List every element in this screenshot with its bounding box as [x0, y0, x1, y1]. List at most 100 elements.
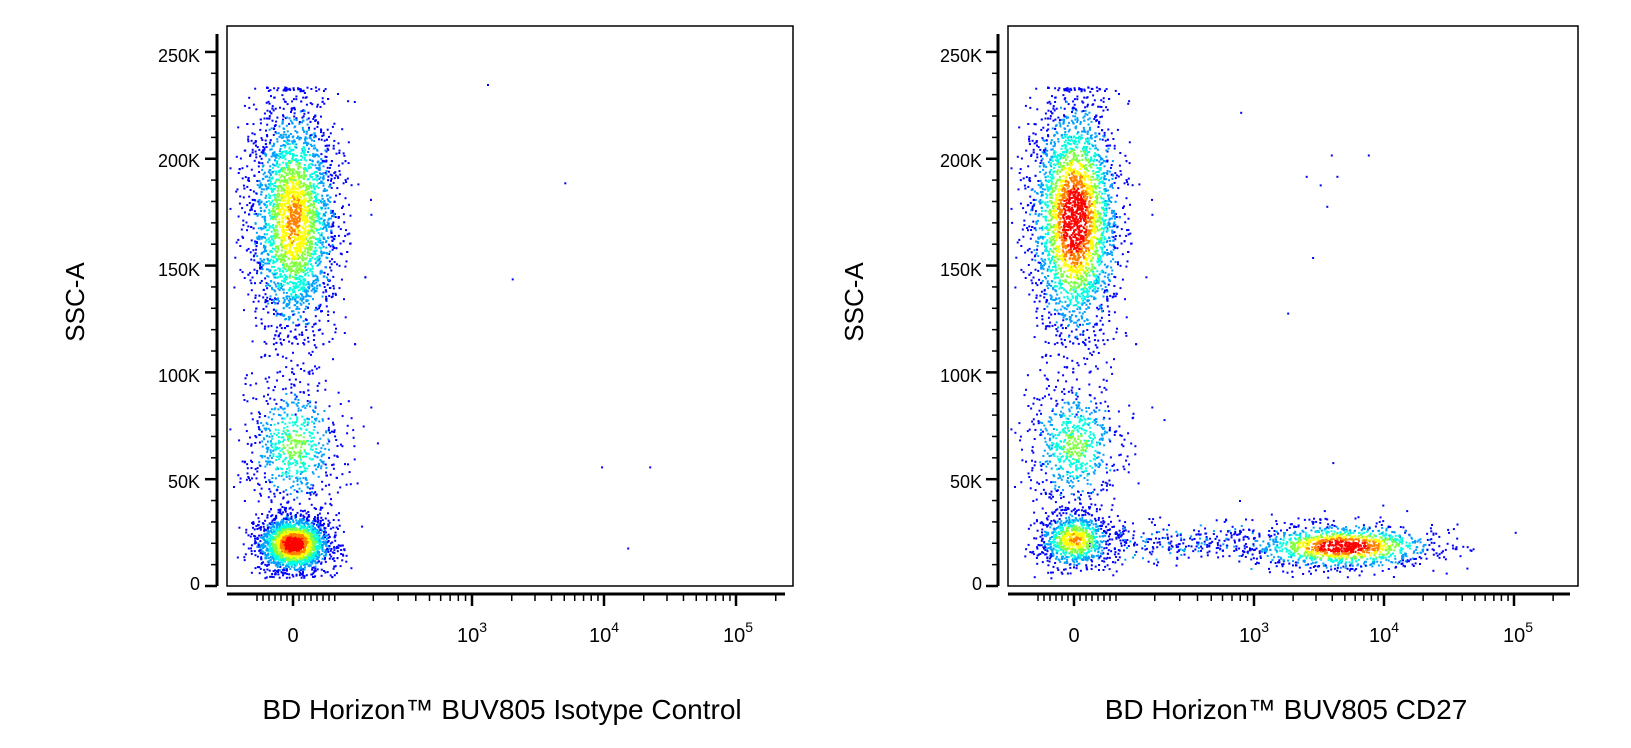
- event-dot: [254, 242, 257, 245]
- event-dot: [289, 88, 292, 91]
- event-dot: [298, 323, 301, 326]
- event-dot: [293, 489, 296, 492]
- event-dot: [324, 144, 327, 147]
- event-dot: [308, 193, 311, 196]
- event-dot: [283, 411, 286, 414]
- event-dot: [289, 434, 291, 437]
- event-dot: [261, 165, 264, 168]
- event-dot: [271, 119, 274, 122]
- event-dot: [294, 181, 297, 184]
- event-dot: [284, 89, 287, 92]
- event-dot: [255, 513, 258, 516]
- event-dot: [274, 283, 277, 286]
- event-dot: [267, 223, 270, 226]
- event-dot: [282, 230, 285, 232]
- event-dot: [297, 311, 300, 314]
- event-dot: [243, 500, 246, 502]
- event-dot: [274, 276, 277, 279]
- event-dot: [299, 262, 302, 265]
- event-dot: [339, 228, 342, 231]
- event-dot: [299, 288, 302, 291]
- event-dot: [287, 167, 290, 170]
- event-dot: [303, 194, 306, 197]
- event-dot: [292, 401, 295, 404]
- event-dot: [265, 185, 268, 188]
- event-dot: [299, 316, 302, 319]
- event-dot: [299, 302, 302, 305]
- event-dot: [243, 277, 246, 279]
- event-dot: [293, 118, 296, 121]
- x-axis: [227, 592, 785, 606]
- event-dot: [326, 442, 329, 445]
- event-dot: [275, 207, 278, 210]
- event-dot: [257, 426, 260, 428]
- event-dot: [308, 154, 311, 157]
- event-dot: [314, 365, 316, 368]
- event-dot: [304, 141, 307, 144]
- event-dot: [303, 130, 306, 133]
- event-dot: [294, 210, 297, 213]
- event-dot: [279, 414, 282, 417]
- event-dot: [316, 534, 319, 537]
- event-dot: [309, 252, 312, 255]
- event-dot: [254, 141, 257, 144]
- event-dot: [280, 436, 283, 439]
- event-dot: [328, 431, 331, 434]
- event-dot: [272, 210, 275, 213]
- event-dot: [329, 245, 332, 248]
- event-dot: [262, 246, 265, 249]
- event-dot: [279, 147, 282, 150]
- event-dot: [309, 204, 312, 207]
- event-dot: [288, 249, 291, 252]
- event-dot: [282, 528, 285, 531]
- event-dot: [287, 251, 290, 254]
- event-dot: [307, 267, 310, 270]
- event-dot: [245, 249, 248, 252]
- event-dot: [305, 199, 308, 202]
- event-dot: [305, 552, 308, 555]
- event-dot: [282, 375, 285, 377]
- event-dot: [277, 432, 280, 435]
- event-dot: [287, 334, 290, 337]
- event-dot: [298, 172, 300, 175]
- event-dot: [267, 387, 270, 390]
- event-dot: [287, 463, 290, 466]
- event-dot: [314, 194, 317, 197]
- event-dot: [296, 294, 299, 297]
- event-dot: [282, 283, 285, 286]
- event-dot: [298, 307, 301, 310]
- event-dot: [288, 432, 291, 435]
- event-dot: [278, 454, 281, 457]
- event-dot: [270, 235, 273, 238]
- event-dot: [285, 576, 288, 579]
- event-dot: [322, 236, 325, 239]
- event-dot: [327, 148, 330, 151]
- event-dot: [333, 122, 336, 125]
- event-dot: [280, 314, 283, 317]
- event-dot: [295, 519, 298, 522]
- event-dot: [278, 289, 281, 292]
- event-dot: [317, 214, 320, 217]
- event-dot: [277, 199, 280, 202]
- event-dot: [261, 139, 264, 141]
- event-dot: [282, 156, 285, 159]
- event-dot: [327, 170, 330, 173]
- event-dot: [323, 204, 325, 207]
- event-dot: [295, 532, 298, 535]
- event-dot: [311, 214, 314, 217]
- event-dot: [278, 135, 281, 138]
- event-dot: [290, 383, 293, 386]
- event-dot: [289, 178, 292, 181]
- event-dot: [308, 302, 310, 305]
- event-dot: [295, 257, 298, 260]
- event-dot: [310, 245, 313, 248]
- event-dot: [328, 144, 331, 147]
- event-dot: [246, 400, 249, 403]
- event-dot: [274, 572, 277, 575]
- event-dot: [267, 416, 270, 419]
- event-dot: [301, 471, 304, 474]
- event-dot: [314, 418, 317, 420]
- event-dot: [331, 248, 334, 251]
- event-dot: [314, 214, 317, 217]
- event-dot: [326, 198, 329, 201]
